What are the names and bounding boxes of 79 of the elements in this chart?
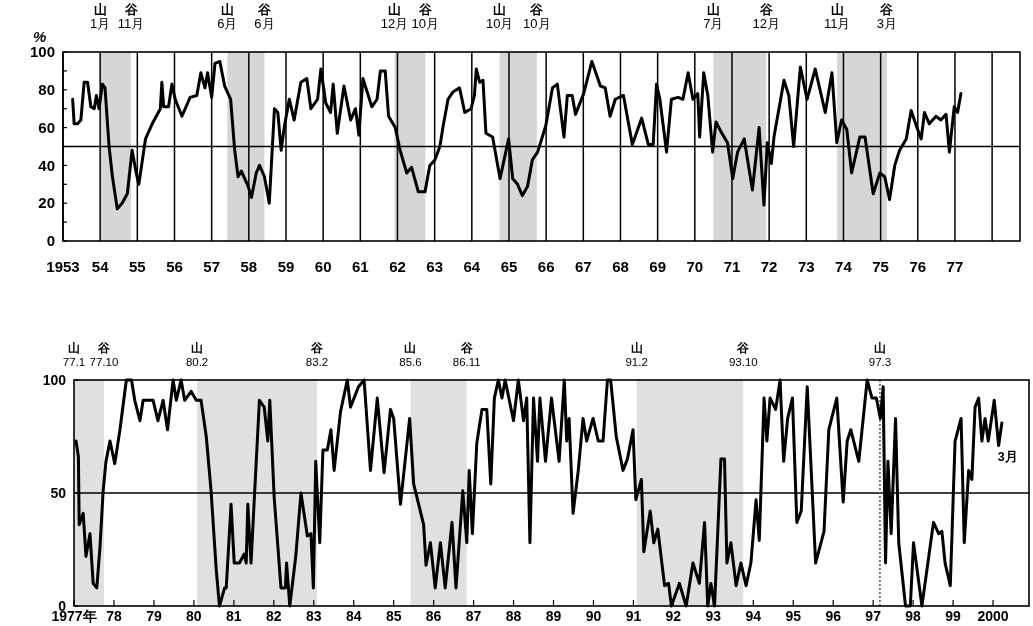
text: 谷 6月 bbox=[254, 2, 275, 31]
x-tick-label: 92 bbox=[665, 608, 682, 624]
x-tick-label: 75 bbox=[872, 258, 889, 275]
text: 谷 12月 bbox=[752, 2, 780, 31]
x-tick-label: 60 bbox=[314, 258, 332, 275]
x-tick-label: 65 bbox=[500, 258, 518, 275]
text: 山 12月 bbox=[380, 2, 409, 31]
x-tick-label: 66 bbox=[537, 258, 555, 275]
x-tick-label: 93 bbox=[705, 608, 722, 624]
x-tick-label: 83 bbox=[305, 608, 322, 624]
x-tick-label: 74 bbox=[835, 258, 853, 275]
y-tick-label: 100 bbox=[42, 371, 67, 388]
text: 山 77.1 bbox=[62, 341, 86, 368]
x-tick-label: 79 bbox=[146, 608, 162, 624]
y-tick-label: 50 bbox=[50, 484, 67, 501]
x-tick-label: 90 bbox=[585, 608, 602, 624]
text: 谷 10月 bbox=[523, 2, 551, 31]
x-tick-label: 78 bbox=[106, 608, 122, 624]
x-tick-label: 96 bbox=[825, 608, 842, 624]
x-tick-label: 61 bbox=[351, 258, 369, 275]
y-tick-label: 60 bbox=[38, 118, 55, 136]
x-tick-label: 97 bbox=[865, 608, 882, 624]
x-tick-label: 77 bbox=[946, 258, 964, 275]
text: 谷 93.10 bbox=[728, 341, 758, 368]
x-tick-label: 67 bbox=[574, 258, 592, 275]
x-tick-label: 89 bbox=[545, 608, 562, 624]
text: 山 10月 bbox=[485, 2, 514, 31]
text: 谷 11月 bbox=[117, 2, 145, 31]
text: 谷 86.11 bbox=[452, 341, 481, 368]
text: 山 1月 bbox=[90, 2, 111, 31]
x-tick-label: 55 bbox=[128, 258, 146, 275]
text: 谷 3月 bbox=[876, 2, 898, 31]
x-tick-label: 2000 bbox=[977, 608, 1009, 624]
x-tick-label: 94 bbox=[745, 608, 762, 624]
y-axis-title: % bbox=[33, 28, 47, 45]
x-tick-label: 59 bbox=[277, 258, 295, 275]
text: 山 6月 bbox=[217, 2, 238, 31]
x-tick-label: 84 bbox=[345, 608, 362, 624]
x-tick-label: 91 bbox=[625, 608, 642, 624]
x-tick-label: 72 bbox=[760, 258, 778, 275]
x-tick-label: 87 bbox=[465, 608, 482, 624]
x-tick-label: 56 bbox=[166, 258, 183, 275]
x-tick-label: 58 bbox=[240, 258, 258, 275]
x-tick-label: 80 bbox=[186, 608, 202, 624]
ref-line-label: 山 97.3 bbox=[868, 341, 892, 368]
text: 山 7月 bbox=[703, 2, 724, 31]
x-tick-label: 95 bbox=[785, 608, 802, 624]
x-tick-label: 88 bbox=[505, 608, 522, 624]
x-tick-label: 64 bbox=[463, 258, 481, 275]
x-tick-label: 1953 bbox=[46, 258, 80, 275]
x-tick-label: 81 bbox=[226, 608, 242, 624]
y-tick-label: 80 bbox=[38, 81, 55, 99]
text: 山 85.6 bbox=[399, 341, 422, 368]
x-tick-label: 98 bbox=[905, 608, 922, 624]
x-tick-label: 68 bbox=[612, 258, 629, 275]
y-tick-label: 20 bbox=[38, 194, 55, 212]
x-tick-label: 70 bbox=[686, 258, 704, 275]
text: 山 91.2 bbox=[625, 341, 648, 368]
x-tick-label: 76 bbox=[909, 258, 927, 275]
x-tick-label: 69 bbox=[649, 258, 666, 275]
x-tick-label: 63 bbox=[426, 258, 443, 275]
text: 山 11月 bbox=[823, 2, 851, 31]
y-tick-label: 40 bbox=[38, 156, 55, 174]
x-tick-label: 57 bbox=[203, 258, 220, 275]
y-tick-label: 0 bbox=[46, 232, 55, 250]
x-tick-label: 82 bbox=[266, 608, 282, 624]
x-tick-label: 54 bbox=[91, 258, 110, 275]
x-tick-label: 71 bbox=[723, 258, 741, 275]
x-tick-label: 86 bbox=[425, 608, 442, 624]
annotation: 3月 bbox=[997, 449, 1018, 464]
x-tick-label: 62 bbox=[389, 258, 406, 275]
text: 谷 10月 bbox=[411, 2, 440, 31]
x-tick-label: 85 bbox=[385, 608, 402, 624]
x-tick-label: 99 bbox=[945, 608, 962, 624]
text: 山 80.2 bbox=[185, 341, 209, 368]
y-tick-label: 100 bbox=[29, 43, 55, 61]
text: 谷 83.2 bbox=[305, 341, 329, 368]
text: 谷 77.10 bbox=[89, 341, 119, 368]
x-tick-label: 73 bbox=[797, 258, 815, 275]
